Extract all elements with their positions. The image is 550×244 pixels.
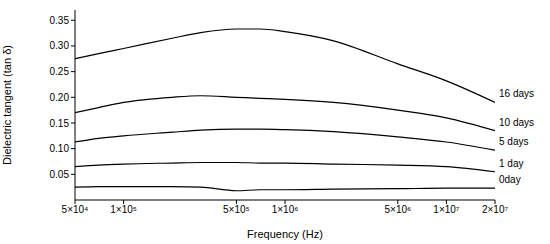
- svg-text:0.25: 0.25: [50, 66, 70, 77]
- svg-text:5 days: 5 days: [499, 136, 528, 147]
- svg-text:0.10: 0.10: [50, 143, 70, 154]
- svg-text:1×10⁷: 1×10⁷: [433, 204, 460, 215]
- svg-text:5×10⁴: 5×10⁴: [62, 204, 89, 215]
- svg-text:0.30: 0.30: [50, 40, 70, 51]
- svg-text:5×10⁵: 5×10⁵: [223, 204, 250, 215]
- svg-text:0.35: 0.35: [50, 15, 70, 26]
- svg-text:1×10⁶: 1×10⁶: [272, 204, 299, 215]
- svg-text:0.05: 0.05: [50, 169, 70, 180]
- svg-text:Frequency (Hz): Frequency (Hz): [247, 228, 323, 240]
- svg-text:Dielectric tangent (tan δ): Dielectric tangent (tan δ): [8, 45, 13, 165]
- svg-text:10 days: 10 days: [499, 117, 534, 128]
- svg-text:1 day: 1 day: [499, 158, 523, 169]
- svg-text:1×10⁵: 1×10⁵: [110, 204, 137, 215]
- svg-text:0.20: 0.20: [50, 92, 70, 103]
- svg-text:5×10⁶: 5×10⁶: [385, 204, 412, 215]
- svg-text:16 days: 16 days: [499, 88, 534, 99]
- svg-text:0day: 0day: [499, 174, 521, 185]
- svg-text:2×10⁷: 2×10⁷: [482, 204, 509, 215]
- svg-text:0.15: 0.15: [50, 118, 70, 129]
